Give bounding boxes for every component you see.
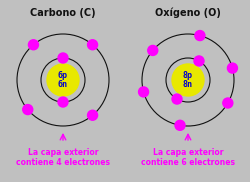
Circle shape [28, 40, 38, 50]
Circle shape [58, 97, 68, 107]
Circle shape [226, 63, 236, 73]
Circle shape [47, 64, 79, 96]
Circle shape [194, 31, 204, 41]
Text: La capa exterior
contiene 6 electrones: La capa exterior contiene 6 electrones [140, 148, 234, 167]
Circle shape [171, 64, 203, 96]
Text: 6p
6n: 6p 6n [58, 71, 68, 89]
Circle shape [138, 87, 148, 97]
Circle shape [174, 120, 184, 130]
Circle shape [23, 105, 33, 114]
Circle shape [58, 53, 68, 63]
Text: Carbono (C): Carbono (C) [30, 8, 96, 18]
Circle shape [222, 98, 232, 108]
Circle shape [147, 46, 157, 56]
Circle shape [87, 40, 97, 50]
Text: 8p
8n: 8p 8n [182, 71, 192, 89]
Circle shape [193, 56, 203, 66]
Circle shape [87, 110, 97, 120]
Text: La capa exterior
contiene 4 electrones: La capa exterior contiene 4 electrones [16, 148, 110, 167]
Circle shape [171, 94, 181, 104]
Text: Oxígeno (O): Oxígeno (O) [154, 8, 220, 19]
